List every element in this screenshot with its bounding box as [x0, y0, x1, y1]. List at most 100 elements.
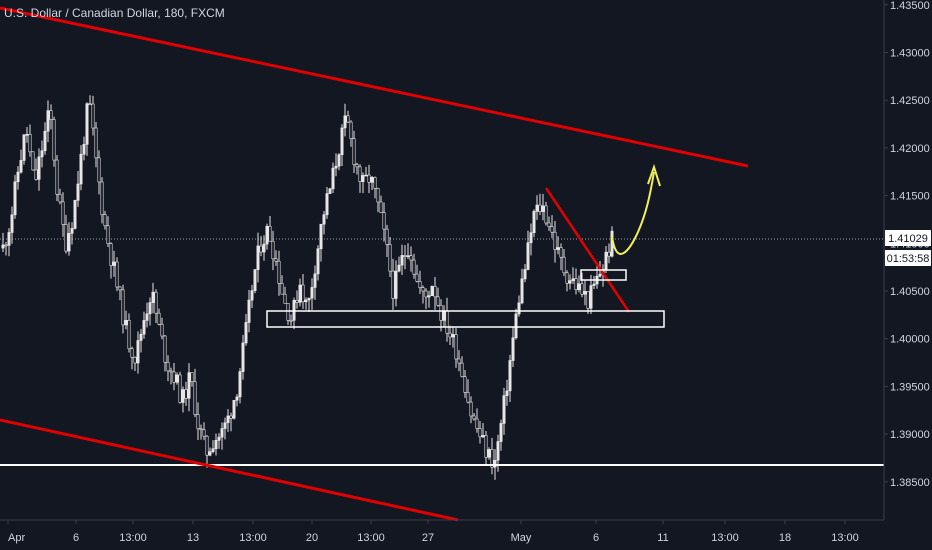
candle-body: [130, 348, 134, 358]
candle-body: [199, 428, 203, 431]
candle-body: [118, 286, 122, 291]
candle-body: [241, 342, 245, 372]
candle-body: [598, 273, 602, 277]
candle-body: [178, 374, 182, 403]
countdown-label: 01:53:58: [887, 253, 930, 265]
candle-body: [481, 435, 485, 438]
candle-body: [4, 244, 8, 247]
x-tick-label: 13:00: [357, 532, 385, 544]
candle-body: [433, 286, 437, 298]
candle-body: [319, 223, 323, 250]
candle-body: [139, 333, 143, 341]
candle-body: [244, 322, 248, 344]
candle-body: [247, 299, 251, 323]
candle-body: [436, 296, 440, 306]
current-price-badge: [885, 230, 931, 246]
candle-body: [403, 255, 407, 257]
y-tick-label: 1.40000: [890, 334, 930, 346]
candle-body: [469, 401, 473, 417]
candle-body: [148, 302, 152, 315]
candle-body: [604, 251, 608, 270]
candle-body: [73, 200, 77, 229]
x-tick-label: May: [511, 532, 532, 544]
candle-body: [160, 323, 164, 337]
candle-body: [331, 167, 335, 190]
candle-body: [397, 264, 401, 272]
candle-body: [274, 258, 278, 262]
candle-body: [142, 320, 146, 335]
candle-body: [55, 159, 59, 195]
candle-body: [283, 293, 287, 304]
channel-upper-trendline[interactable]: [0, 6, 749, 168]
x-tick-label: 13:00: [711, 532, 739, 544]
candle-body: [295, 300, 299, 303]
candle-body: [511, 337, 515, 361]
time-axis[interactable]: Apr 6 13:00 13 13:00 20 13:00 27 May 6 11 13:00 18 13…: [7, 520, 859, 544]
candle-body: [109, 243, 113, 266]
candle-body: [298, 284, 302, 303]
candle-body: [496, 441, 500, 461]
candle-body: [22, 134, 26, 161]
support-zone-box[interactable]: [266, 310, 665, 328]
candle-body: [340, 127, 344, 155]
candle-body: [85, 103, 89, 145]
candle-body: [328, 188, 332, 194]
candle-body: [559, 247, 563, 258]
candle-body: [49, 110, 53, 120]
candle-body: [520, 278, 524, 304]
channel-lower-trendline[interactable]: [0, 418, 459, 522]
candle-body: [31, 151, 35, 171]
candle-body: [271, 240, 275, 260]
candle-body: [172, 371, 176, 383]
candle-body: [577, 283, 581, 290]
candle-body: [583, 291, 587, 295]
candle-body: [124, 320, 128, 326]
chart-title: U.S. Dollar / Canadian Dollar, 180, FXCM: [4, 6, 225, 20]
candle-body: [415, 273, 419, 282]
candle-body: [106, 225, 110, 244]
candle-body: [424, 290, 428, 298]
candle-body: [349, 121, 353, 139]
candle-body: [226, 415, 230, 424]
candle-body: [16, 171, 20, 183]
candle-body: [346, 115, 350, 123]
candle-body: [574, 278, 578, 290]
candle-body: [196, 414, 200, 430]
candle-body: [406, 255, 410, 257]
candle-body: [289, 319, 293, 322]
candle-body: [256, 245, 260, 270]
candle-body: [280, 283, 284, 295]
candle-body: [52, 119, 56, 161]
candle-body: [58, 193, 62, 203]
candle-body: [361, 175, 365, 182]
candle-body: [103, 214, 107, 227]
descending-trendline[interactable]: [544, 187, 631, 313]
x-tick-label: 11: [657, 532, 668, 544]
candle-body: [253, 269, 257, 291]
candle-body: [568, 280, 572, 284]
candle-body: [553, 231, 557, 250]
small-zone-box[interactable]: [580, 269, 627, 281]
y-tick-label: 1.40500: [890, 286, 930, 298]
candle-body: [355, 164, 359, 168]
candle-body: [157, 312, 161, 325]
candle-body: [76, 183, 80, 201]
candle-body: [181, 389, 185, 403]
candle-body: [592, 283, 596, 286]
projected-path-arrow[interactable]: [611, 171, 655, 255]
x-tick-label: 13:00: [119, 532, 147, 544]
candle-body: [40, 150, 44, 158]
candles-group: [1, 95, 614, 480]
candle-body: [445, 310, 449, 334]
y-tick-label: 1.43500: [890, 0, 930, 12]
x-tick-label: 13:00: [239, 532, 267, 544]
candle-body: [88, 103, 92, 105]
candle-body: [13, 181, 17, 216]
candle-body: [154, 291, 158, 314]
y-tick-label: 1.42500: [890, 95, 930, 107]
candle-body: [412, 259, 416, 275]
candle-body: [538, 204, 542, 212]
candle-body: [589, 285, 593, 309]
